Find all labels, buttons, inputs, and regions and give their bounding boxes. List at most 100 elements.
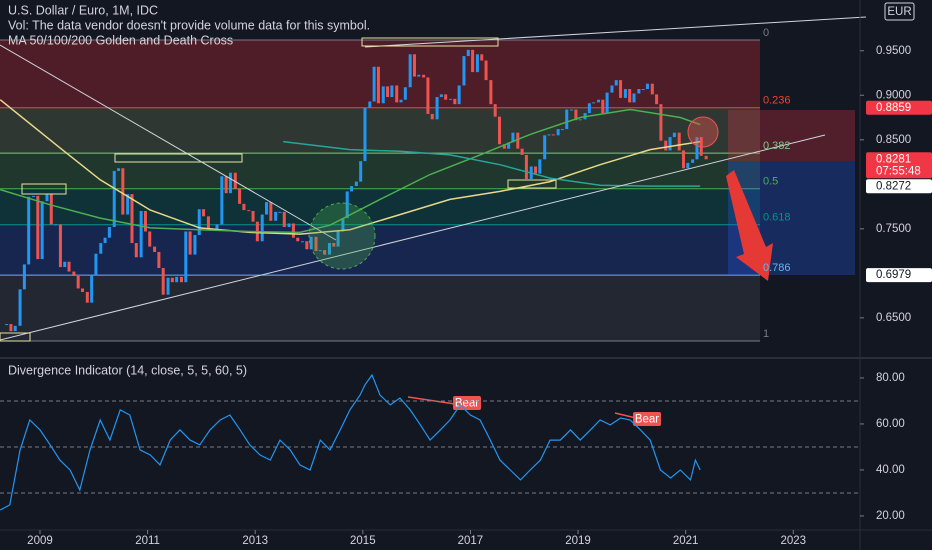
candle: [645, 83, 649, 90]
candle: [166, 277, 170, 295]
candle: [202, 209, 206, 217]
price-tag: [866, 179, 932, 194]
candle: [390, 85, 394, 98]
candle: [327, 243, 331, 255]
y-tick-label: 20.00: [876, 510, 905, 522]
candle: [170, 277, 174, 283]
candle: [578, 119, 582, 121]
candle: [22, 264, 26, 290]
candle: [668, 137, 672, 151]
price-tag-label: 0.8281: [876, 153, 911, 165]
candle: [354, 181, 358, 187]
candle: [153, 246, 157, 252]
candle: [287, 223, 291, 228]
candle: [596, 99, 601, 103]
candle: [282, 211, 286, 228]
fib-label: 0.382: [763, 140, 791, 152]
candle: [40, 201, 44, 260]
highlight-circle: [308, 202, 376, 270]
candle: [274, 211, 278, 221]
candle: [610, 85, 614, 93]
candle: [619, 80, 623, 98]
candle: [49, 194, 53, 225]
arrow: [726, 170, 773, 281]
price-tag: [866, 100, 932, 115]
indicator-line: [0, 373, 701, 511]
fib-label: 0.786: [763, 262, 791, 274]
divergence-line: [614, 412, 637, 419]
candle: [336, 231, 340, 247]
candle: [605, 92, 609, 114]
candle: [457, 85, 461, 105]
candle: [426, 77, 430, 114]
moving-average: [283, 140, 701, 187]
price-tag: [866, 268, 932, 283]
candle: [570, 109, 574, 111]
candle: [601, 99, 605, 114]
candle: [386, 86, 390, 98]
fib-label: 0.5: [763, 176, 778, 188]
x-tick-label: 2015: [350, 535, 376, 547]
candle: [587, 103, 591, 114]
candle: [551, 134, 555, 136]
candle: [224, 176, 228, 194]
candle: [475, 54, 479, 73]
candle: [242, 203, 246, 211]
candle: [560, 129, 564, 131]
candle: [641, 89, 645, 91]
y-tick-label: 40.00: [876, 464, 905, 476]
x-tick-label: 2009: [27, 535, 53, 547]
marks: [0, 49, 708, 332]
candle: [107, 227, 111, 238]
candle: [260, 214, 264, 242]
candle: [403, 87, 407, 100]
candle: [565, 109, 569, 130]
candle: [534, 166, 538, 174]
candle: [412, 54, 416, 77]
candle: [94, 253, 98, 276]
candle: [90, 275, 94, 303]
divergence-line: [407, 396, 456, 405]
candle: [296, 237, 300, 242]
candle: [439, 94, 443, 98]
position-risk: [728, 110, 855, 161]
moving-average: [0, 99, 701, 235]
divergence-tag: [453, 396, 481, 410]
countdown: 07:55:48: [876, 165, 921, 177]
candle: [489, 80, 493, 105]
candle: [13, 325, 17, 332]
indicator-title: Divergence Indicator (14, close, 5, 5, 6…: [8, 363, 247, 377]
y-tick-label: 80.00: [876, 372, 905, 384]
volume-note: Vol: The data vendor doesn't provide vol…: [8, 18, 370, 32]
candle: [484, 60, 488, 81]
candle: [278, 211, 282, 213]
moving-average: [0, 108, 701, 234]
candle: [27, 196, 31, 265]
candle: [462, 56, 466, 86]
candle: [556, 129, 560, 136]
candle: [121, 168, 125, 215]
y-tick-label: 0.6500: [876, 312, 911, 324]
candle: [399, 99, 403, 103]
candle: [157, 251, 161, 268]
currency-label: EUR: [887, 6, 911, 18]
candle: [175, 276, 179, 283]
candle: [148, 231, 152, 247]
candle: [493, 104, 497, 117]
candle: [672, 132, 676, 138]
y-tick-label: 0.9000: [876, 89, 911, 101]
candle: [126, 194, 130, 215]
candle: [497, 116, 501, 145]
currency-badge[interactable]: [884, 2, 915, 21]
candle: [430, 113, 434, 120]
candle: [130, 194, 134, 244]
level-box: [114, 153, 243, 163]
candle: [511, 132, 515, 143]
candle: [215, 224, 219, 229]
candle: [139, 210, 143, 258]
candle: [18, 289, 22, 326]
highlight-circle: [687, 116, 719, 148]
level-box: [507, 179, 557, 189]
candle: [480, 54, 484, 61]
